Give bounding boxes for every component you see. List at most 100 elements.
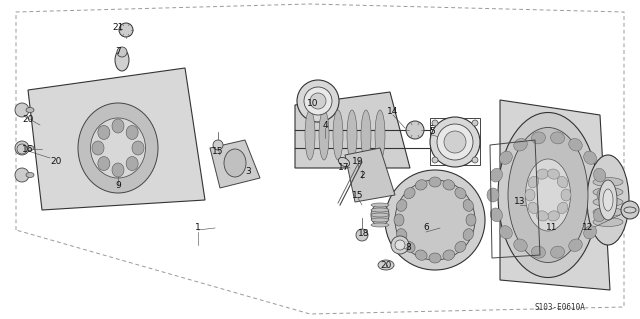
Text: 2: 2 bbox=[359, 170, 365, 180]
Ellipse shape bbox=[487, 188, 499, 202]
Ellipse shape bbox=[404, 188, 415, 199]
Polygon shape bbox=[28, 68, 205, 210]
Text: 20: 20 bbox=[380, 261, 392, 270]
Ellipse shape bbox=[371, 218, 389, 222]
Ellipse shape bbox=[333, 110, 343, 160]
Ellipse shape bbox=[378, 260, 394, 270]
Text: S103-E0610A: S103-E0610A bbox=[534, 303, 586, 313]
Ellipse shape bbox=[371, 208, 389, 212]
Ellipse shape bbox=[395, 240, 405, 250]
Text: 16: 16 bbox=[22, 145, 34, 153]
Text: 15: 15 bbox=[352, 190, 364, 199]
Text: 19: 19 bbox=[352, 158, 364, 167]
Ellipse shape bbox=[550, 246, 564, 258]
Ellipse shape bbox=[347, 110, 357, 160]
Ellipse shape bbox=[391, 236, 409, 254]
Ellipse shape bbox=[557, 176, 568, 188]
Circle shape bbox=[472, 157, 478, 163]
Ellipse shape bbox=[297, 80, 339, 122]
Ellipse shape bbox=[305, 110, 315, 160]
Ellipse shape bbox=[92, 141, 104, 155]
Ellipse shape bbox=[224, 149, 246, 177]
Text: 10: 10 bbox=[307, 100, 319, 108]
Ellipse shape bbox=[531, 246, 545, 258]
Ellipse shape bbox=[557, 202, 568, 214]
Ellipse shape bbox=[587, 155, 629, 245]
Circle shape bbox=[17, 144, 27, 154]
Ellipse shape bbox=[98, 157, 110, 171]
Text: 5: 5 bbox=[429, 127, 435, 136]
Ellipse shape bbox=[310, 93, 326, 109]
Ellipse shape bbox=[531, 132, 545, 144]
Ellipse shape bbox=[593, 197, 623, 206]
Ellipse shape bbox=[98, 125, 110, 139]
Text: 13: 13 bbox=[515, 197, 525, 206]
Ellipse shape bbox=[117, 47, 127, 57]
Ellipse shape bbox=[361, 110, 371, 160]
Ellipse shape bbox=[126, 157, 138, 171]
Ellipse shape bbox=[430, 117, 480, 167]
Text: 9: 9 bbox=[115, 181, 121, 189]
Circle shape bbox=[472, 120, 478, 126]
Ellipse shape bbox=[26, 108, 34, 113]
Ellipse shape bbox=[319, 110, 329, 160]
Ellipse shape bbox=[597, 188, 609, 202]
Ellipse shape bbox=[339, 157, 349, 167]
Circle shape bbox=[119, 23, 133, 37]
Ellipse shape bbox=[624, 207, 636, 213]
Ellipse shape bbox=[463, 200, 474, 211]
Ellipse shape bbox=[561, 189, 571, 201]
Polygon shape bbox=[500, 100, 610, 290]
Polygon shape bbox=[210, 140, 260, 188]
Ellipse shape bbox=[385, 170, 485, 270]
Ellipse shape bbox=[593, 208, 606, 222]
Ellipse shape bbox=[406, 121, 424, 139]
Ellipse shape bbox=[443, 180, 454, 190]
Circle shape bbox=[356, 229, 368, 241]
Ellipse shape bbox=[444, 131, 466, 153]
Ellipse shape bbox=[498, 113, 598, 278]
Ellipse shape bbox=[525, 189, 535, 201]
Ellipse shape bbox=[490, 168, 502, 182]
Circle shape bbox=[432, 120, 438, 126]
Ellipse shape bbox=[593, 188, 623, 197]
Ellipse shape bbox=[536, 211, 548, 221]
Ellipse shape bbox=[371, 204, 389, 226]
Ellipse shape bbox=[455, 241, 466, 252]
Ellipse shape bbox=[514, 239, 527, 251]
Text: 1: 1 bbox=[195, 224, 201, 233]
Ellipse shape bbox=[394, 214, 404, 226]
Ellipse shape bbox=[466, 214, 476, 226]
Text: 12: 12 bbox=[582, 224, 594, 233]
Text: 20: 20 bbox=[22, 115, 34, 124]
Ellipse shape bbox=[593, 218, 623, 226]
Text: 15: 15 bbox=[212, 147, 224, 157]
Ellipse shape bbox=[584, 151, 596, 164]
Circle shape bbox=[15, 168, 29, 182]
Polygon shape bbox=[345, 148, 395, 202]
Text: 8: 8 bbox=[405, 243, 411, 253]
Ellipse shape bbox=[593, 168, 606, 182]
Text: 17: 17 bbox=[339, 164, 349, 173]
Ellipse shape bbox=[508, 128, 588, 263]
Polygon shape bbox=[295, 92, 410, 168]
Ellipse shape bbox=[112, 119, 124, 133]
Text: 7: 7 bbox=[115, 48, 121, 56]
Ellipse shape bbox=[528, 202, 539, 214]
Ellipse shape bbox=[593, 207, 623, 217]
Ellipse shape bbox=[126, 125, 138, 139]
Text: 18: 18 bbox=[358, 228, 370, 238]
Ellipse shape bbox=[26, 173, 34, 177]
Ellipse shape bbox=[429, 253, 441, 263]
Ellipse shape bbox=[115, 49, 129, 71]
Text: 11: 11 bbox=[547, 224, 557, 233]
Ellipse shape bbox=[304, 87, 332, 115]
Ellipse shape bbox=[569, 239, 582, 251]
Circle shape bbox=[213, 140, 223, 150]
Circle shape bbox=[15, 103, 29, 117]
Ellipse shape bbox=[371, 223, 389, 227]
Ellipse shape bbox=[375, 110, 385, 160]
Ellipse shape bbox=[548, 169, 559, 179]
Text: 20: 20 bbox=[51, 157, 61, 166]
Ellipse shape bbox=[499, 226, 512, 239]
